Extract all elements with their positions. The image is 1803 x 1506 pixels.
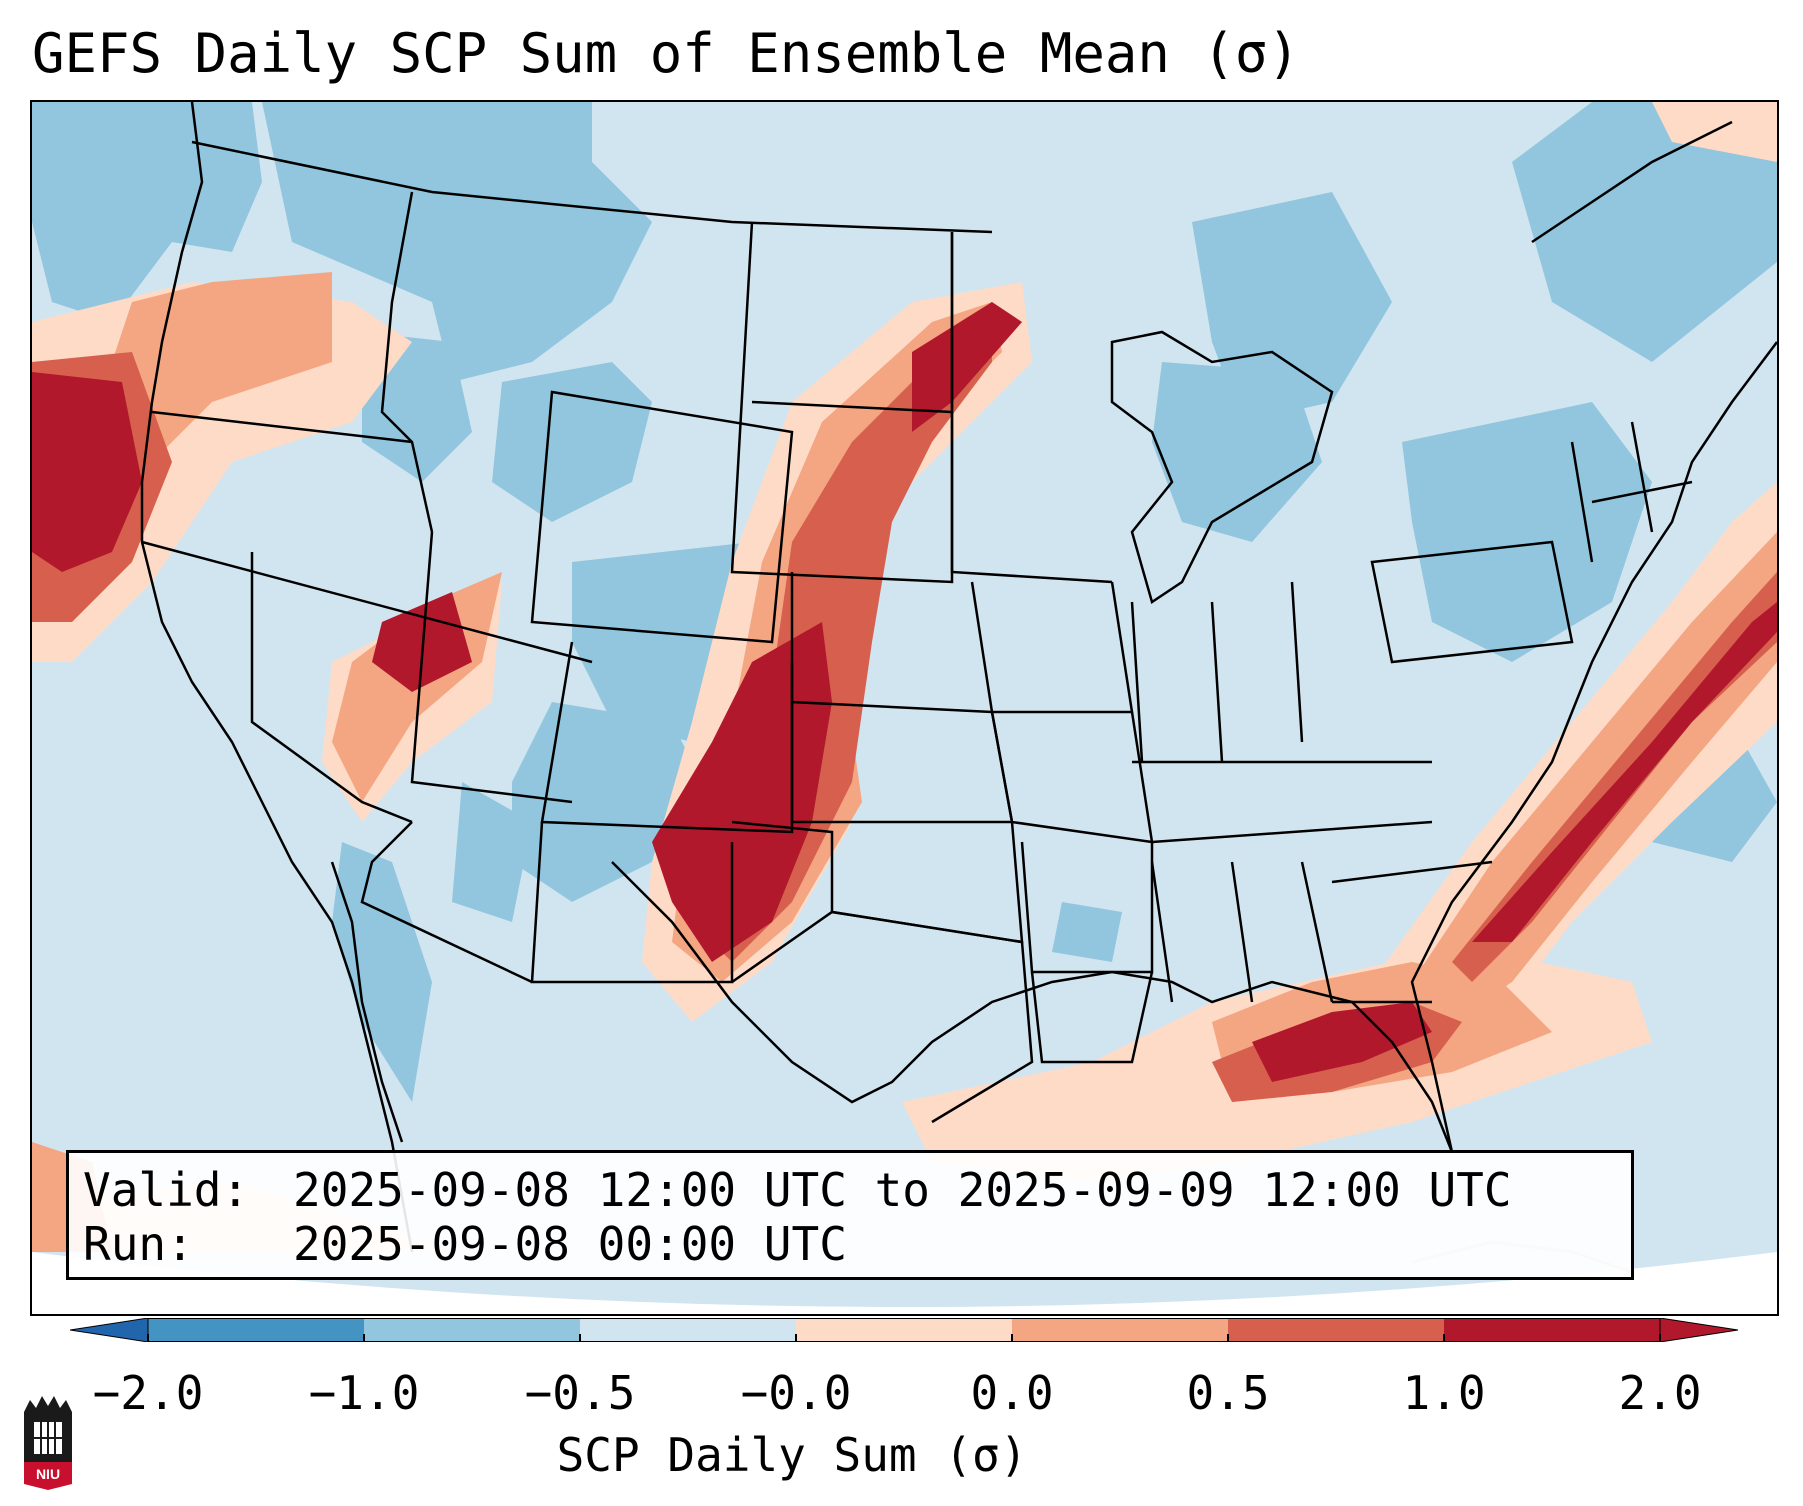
border-nd-sd: [751, 400, 953, 414]
colorbar-segment: [1012, 1318, 1228, 1342]
border-missouri: [990, 711, 1154, 844]
valid-label: Valid:: [83, 1163, 250, 1217]
border-or-ca: [141, 540, 593, 664]
baja-coastline: [330, 861, 404, 1143]
map-canvas: [32, 102, 1777, 1307]
colorbar-tick-label: −0.0: [740, 1366, 852, 1420]
colorbar-segment: [580, 1318, 796, 1342]
border-canada-us: [191, 140, 993, 234]
border-arizona: [360, 821, 533, 984]
anomaly-patch-gulf-california: [332, 842, 432, 1102]
chart-title: GEFS Daily SCP Sum of Ensemble Mean (σ): [32, 22, 1300, 85]
border-nevada: [250, 552, 413, 824]
atlantic-coastline: [1410, 341, 1777, 1153]
extreme-positive-patches: [32, 302, 1777, 1082]
border-wa-or: [151, 410, 413, 444]
border-mississippi-alabama: [1150, 861, 1334, 1003]
anomaly-patch-northeast: [1402, 402, 1652, 662]
colorbar-outline: [147, 1318, 1661, 1342]
border-carolinas: [1331, 860, 1493, 884]
border-new-mexico: [530, 821, 734, 984]
colorbar-segment: [148, 1318, 364, 1342]
colorbar-segment: [796, 1318, 1012, 1342]
colorbar-tick-label: 1.0: [1402, 1366, 1486, 1420]
anomaly-patch-pnw-extreme: [32, 372, 142, 572]
state-borders: [141, 140, 1693, 1124]
anomaly-patch-atlantic-extreme: [1472, 602, 1777, 942]
run-time-line: Run: 2025-09-08 00:00 UTC: [83, 1217, 1617, 1271]
border-pennsylvania: [1370, 540, 1574, 664]
border-idaho: [380, 191, 434, 533]
border-louisiana: [1030, 971, 1154, 1064]
valid-time-line: Valid: 2025-09-08 12:00 UTC to 2025-09-0…: [83, 1163, 1617, 1217]
colorbar-segment: [364, 1318, 580, 1342]
anomaly-patch-texas-extreme: [652, 622, 832, 962]
anomaly-patch-michigan: [1152, 362, 1322, 542]
anomaly-patch-pnw-north: [32, 102, 262, 322]
run-label: Run:: [83, 1217, 194, 1271]
anomaly-patch-great-lakes: [1192, 192, 1392, 422]
gulf-coastline: [611, 861, 1454, 1153]
coastlines: [140, 102, 1777, 1253]
validity-info-box: Valid: 2025-09-08 12:00 UTC to 2025-09-0…: [66, 1150, 1634, 1280]
border-utah: [410, 531, 573, 804]
great-lakes-outline: [1110, 330, 1334, 604]
run-value: 2025-09-08 00:00 UTC: [293, 1217, 847, 1271]
valid-value: 2025-09-08 12:00 UTC to 2025-09-09 12:00…: [293, 1163, 1512, 1217]
border-texas: [731, 910, 1034, 1124]
anomaly-patch-arizona: [452, 782, 532, 922]
colorbar-segment: [1228, 1318, 1444, 1342]
colorbar-tick-label: 0.5: [1186, 1366, 1270, 1420]
colorbar-label: SCP Daily Sum (σ): [556, 1428, 1028, 1482]
anomaly-patch-quebec: [1512, 102, 1777, 362]
anomaly-patch-louisiana: [1052, 902, 1122, 962]
pacific-coastline: [140, 102, 414, 1253]
canada-coastline: [1531, 120, 1733, 244]
niu-logo-text: NIU: [35, 1466, 61, 1482]
border-iowa: [970, 581, 1134, 714]
map-panel: [30, 100, 1779, 1316]
border-minnesota: [950, 232, 1113, 584]
border-ohio-valley: [1130, 581, 1304, 763]
colorbar-extend-low: [70, 1318, 149, 1342]
colorbar-extend-high: [1659, 1318, 1739, 1342]
anomaly-patch-minnesota-extreme: [912, 302, 1022, 432]
anomaly-patch-montana: [262, 102, 652, 382]
border-tennessee: [1151, 820, 1433, 844]
colorbar-tick-label: −1.0: [308, 1366, 420, 1420]
colorbar-tick-label: −2.0: [92, 1366, 204, 1420]
border-wyoming: [530, 390, 794, 644]
colorbar: [70, 1318, 1739, 1342]
border-new-england: [1570, 421, 1693, 563]
niu-logo: [24, 1396, 72, 1490]
border-arkansas: [1020, 841, 1154, 974]
colorbar-tick-label: 0.0: [970, 1366, 1054, 1420]
anomaly-patch-florida-extreme: [1252, 1002, 1432, 1082]
colorbar-tick-label: 2.0: [1618, 1366, 1702, 1420]
colorbar-tick-label: −0.5: [524, 1366, 636, 1420]
colorbar-segment: [1444, 1318, 1660, 1342]
